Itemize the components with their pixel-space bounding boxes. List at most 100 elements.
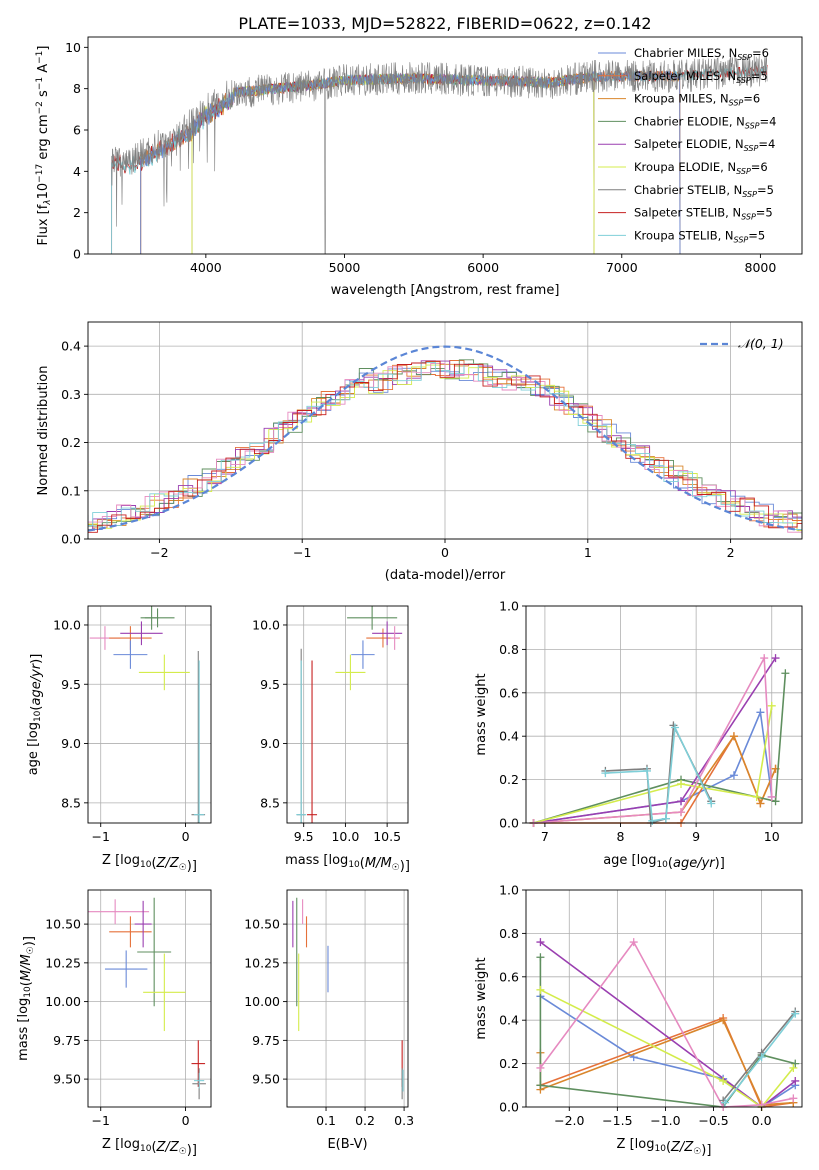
x-tick-label: 10.0 (331, 829, 359, 844)
series-marker-chabrier_miles (729, 771, 738, 780)
mass_vs_EBV-panel: 0.1 0.2 0.3 9.50 9.75 10.00 10.25 10.50 E(B-V) (244, 889, 414, 1152)
y-tick-label: 6 (73, 123, 81, 138)
series-marker-kroupa_stelib (670, 723, 679, 732)
x-tick-label: 1 (584, 545, 592, 560)
series-marker-kroupa_miles (729, 732, 738, 741)
x-tick-label: −2.0 (554, 1113, 584, 1128)
series-line-chabrier_elodie (533, 673, 787, 824)
series-marker-pink (760, 654, 769, 663)
series-marker-salpeter_elodie (791, 1076, 800, 1085)
x-tick-label: −1.0 (650, 1113, 680, 1128)
spectrum-lines (111, 54, 768, 254)
y-tick-label: 0.2 (61, 435, 81, 450)
x-tick-label: 9 (692, 829, 700, 844)
y-tick-label: 9.5 (260, 677, 280, 692)
y-tick-label: 0.8 (499, 642, 519, 657)
series-marker-pink (789, 1094, 798, 1103)
age_vs_mass-panel: 9.5 10.0 10.5 8.5 9.0 9.5 10.0 mass [log10(M/M☉… (252, 605, 410, 874)
y-tick-label: 2 (73, 205, 81, 220)
y-tick-label: 10.50 (45, 917, 81, 932)
x-tick-label: 0 (441, 545, 449, 560)
x-tick-label: 7000 (606, 260, 638, 275)
axes-frame (525, 889, 803, 1108)
legend-entry-kroupa_elodie: Kroupa ELODIE, NSSP=6 (634, 160, 768, 176)
axes-frame (286, 605, 409, 824)
series-line-kroupa_elodie (533, 705, 773, 824)
y-tick-label: 10.25 (45, 955, 81, 970)
x-tick-label: 0 (182, 829, 190, 844)
series-marker-kroupa_stelib (757, 1053, 766, 1062)
y-tick-label: 9.50 (252, 1072, 280, 1087)
x-tick-label: 0.2 (355, 1113, 375, 1128)
series-marker-kroupa_stelib (648, 816, 657, 825)
series-marker-kroupa_miles (719, 1016, 728, 1025)
y-tick-label: 0.6 (499, 685, 519, 700)
y-tick-label: 0.8 (499, 926, 519, 941)
x-tick-label: 7 (541, 829, 549, 844)
mass_vs_Z-points (88, 897, 206, 1100)
series-marker-kroupa_stelib (642, 766, 651, 775)
x-axis-label: Z [log10(Z/Z☉)] (617, 1137, 712, 1158)
series-marker-kroupa_elodie (767, 701, 776, 710)
y-tick-label: 0 (73, 247, 81, 262)
histogram-kroupa_miles (88, 361, 802, 531)
x-tick-label: 0 (182, 1113, 190, 1128)
series-marker-kroupa_stelib (661, 814, 670, 823)
weight_vs_age-series (529, 654, 790, 827)
spectrum-panel: 4000 5000 6000 7000 8000 0 2 4 6 8 10 wavelength [A… (35, 36, 803, 298)
series-line-kroupa_elodie (540, 989, 794, 1109)
mass_vs_EBV-points (292, 897, 404, 1100)
series-marker-kroupa_elodie (536, 985, 545, 994)
y-tick-label: 0.6 (499, 969, 519, 984)
series-line-chabrier_stelib (722, 1010, 796, 1102)
weight_vs_Z-panel: −2.0 −1.5 −1.0 −0.5 0.0 0.0 0.2 0.4 0.6 0.8 1.0 Z [… (474, 883, 803, 1158)
series-line-chabrier_stelib (605, 722, 713, 825)
series-marker-salpeter_elodie (677, 797, 686, 806)
series-marker-kroupa_elodie (752, 792, 761, 801)
series-line-chabrier_elodie (539, 957, 796, 1108)
axes-frame (525, 605, 803, 824)
x-tick-label: −1 (92, 829, 110, 844)
series-marker-pink (677, 808, 686, 817)
legend-entry-chabrier_stelib: Chabrier STELIB, NSSP=5 (634, 183, 774, 199)
series-line-salpeter_elodie (533, 657, 777, 824)
weight_vs_age-panel: 7 8 9 10 0.0 0.2 0.4 0.6 0.8 1.0 age [log10(age/yr… (474, 599, 803, 871)
series-marker-kroupa_stelib (721, 1098, 730, 1107)
y-tick-label: 0.1 (61, 483, 81, 498)
x-axis-label: Z [log10(Z/Z☉)] (102, 1137, 197, 1158)
histogram-salpeter_elodie (88, 360, 802, 532)
age_vs_Z-points (89, 606, 206, 823)
x-tick-label: 10.5 (373, 829, 401, 844)
y-axis-label: Flux [fλ10−17 erg cm−2 s−1 A−1] (35, 46, 53, 246)
y-tick-label: 9.5 (61, 677, 81, 692)
series-marker-pink (629, 938, 638, 947)
x-tick-label: 0.0 (752, 1113, 772, 1128)
legend-entry-salpeter_stelib: Salpeter STELIB, NSSP=5 (634, 206, 773, 222)
histogram-salpeter_stelib (88, 360, 802, 533)
legend-entry-chabrier_elodie: Chabrier ELODIE, NSSP=4 (634, 114, 776, 130)
series-line-salpeter_elodie (539, 941, 796, 1109)
legend-entry-kroupa_stelib: Kroupa STELIB, NSSP=5 (634, 228, 765, 244)
weight_vs_Z-series (536, 938, 800, 1111)
x-tick-label: −1 (293, 545, 311, 560)
y-tick-label: 0.2 (499, 772, 519, 787)
x-tick-label: −0.5 (698, 1113, 728, 1128)
y-tick-label: 10.00 (244, 994, 280, 1009)
axes-frame (87, 605, 212, 824)
series-line-pink (539, 940, 794, 1108)
y-tick-label: 4 (73, 164, 81, 179)
x-tick-label: 8000 (745, 260, 777, 275)
x-tick-label: 0.3 (394, 1113, 414, 1128)
y-tick-label: 0.0 (499, 1100, 519, 1115)
legend-entry-chabrier_miles: Chabrier MILES, NSSP=6 (634, 46, 769, 62)
series-marker-pink (767, 792, 776, 801)
x-tick-label: 9.5 (294, 829, 314, 844)
y-tick-label: 10.0 (252, 617, 280, 632)
x-axis-label: (data-model)/error (385, 568, 506, 583)
x-tick-label: 4000 (190, 260, 222, 275)
x-axis-label: wavelength [Angstrom, rest frame] (331, 283, 560, 298)
series-marker-chabrier_elodie (781, 669, 790, 678)
y-axis-label: mass [log10(M/M☉)] (16, 936, 37, 1061)
x-tick-label: 6000 (467, 260, 499, 275)
